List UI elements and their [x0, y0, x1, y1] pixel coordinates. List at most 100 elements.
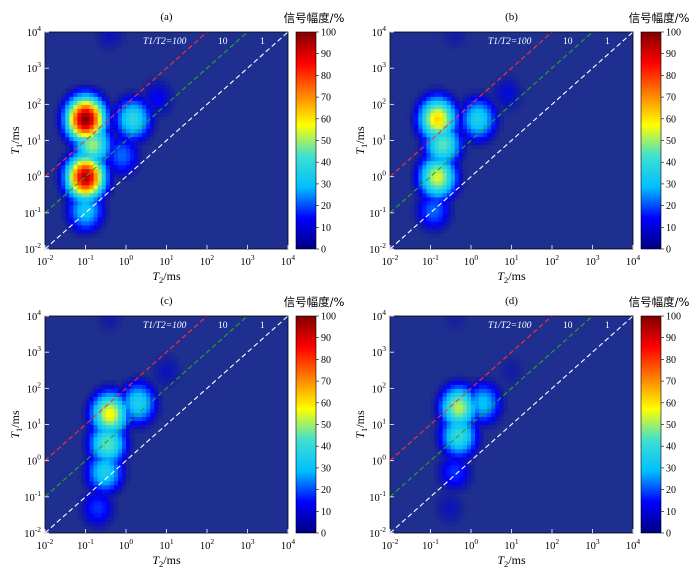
heatmap-cell — [85, 440, 91, 446]
heatmap-cell — [105, 220, 111, 226]
y-tick-label: 10-2 — [369, 525, 386, 540]
heatmap-cell — [458, 452, 464, 458]
heatmap-cell — [138, 136, 143, 142]
heatmap-cell — [507, 356, 513, 361]
heatmap-cell — [495, 128, 500, 134]
heatmap-cell — [166, 352, 172, 357]
heatmap-cell — [93, 232, 99, 238]
heatmap-cell — [81, 236, 87, 242]
heatmap-cell — [487, 96, 492, 101]
heatmap-cell — [458, 184, 464, 190]
heatmap-cell — [462, 140, 468, 146]
heatmap-cell — [450, 44, 456, 49]
ratio-label-100: T1/T2=100 — [143, 321, 187, 331]
heatmap-cell — [142, 392, 147, 397]
heatmap-cell — [117, 160, 123, 166]
heatmap-cell — [85, 484, 91, 490]
heatmap-cell — [450, 424, 456, 430]
heatmap-cell — [438, 388, 444, 393]
heatmap-cell — [410, 172, 415, 178]
heatmap-cell — [146, 132, 151, 138]
heatmap-cell — [466, 424, 472, 430]
heatmap-cell — [97, 472, 103, 478]
heatmap-cell — [109, 136, 115, 142]
heatmap-cell — [442, 376, 448, 381]
heatmap-cell — [97, 204, 103, 210]
heatmap-cell — [475, 380, 480, 385]
heatmap-cell — [479, 144, 484, 150]
heatmap-cell — [142, 148, 147, 154]
heatmap-cell — [101, 400, 107, 406]
heatmap-cell — [442, 124, 448, 130]
heatmap-cell — [81, 152, 87, 158]
heatmap-cell — [146, 400, 151, 406]
heatmap-cell — [483, 88, 488, 93]
heatmap-cell — [105, 468, 111, 474]
heatmap-cell — [162, 108, 168, 113]
heatmap-cell — [138, 116, 143, 122]
heatmap-cell — [69, 152, 74, 158]
heatmap-cell — [101, 184, 107, 190]
heatmap-cell — [117, 92, 123, 97]
heatmap-cell — [519, 372, 525, 377]
heatmap-cell — [109, 328, 115, 333]
heatmap-cell — [93, 84, 99, 89]
heatmap-cell — [73, 172, 78, 178]
heatmap-cell — [426, 224, 432, 230]
heatmap-cell — [178, 360, 184, 365]
heatmap-cell — [450, 36, 456, 41]
heatmap-cell — [138, 112, 143, 117]
heatmap-cell — [462, 448, 468, 454]
heatmap-cell — [450, 448, 456, 454]
heatmap-cell — [61, 164, 66, 170]
heatmap-cell — [475, 116, 480, 122]
heatmap-cell — [458, 384, 464, 389]
heatmap-cell — [434, 208, 440, 214]
heatmap-cell — [81, 84, 87, 89]
heatmap-cell — [495, 368, 500, 373]
heatmap-cell — [105, 324, 111, 329]
heatmap-cell — [130, 128, 135, 134]
heatmap-cell — [126, 376, 131, 381]
heatmap-cell — [57, 196, 62, 202]
heatmap-cell — [154, 96, 159, 101]
heatmap-cell — [85, 524, 91, 530]
heatmap-cell — [57, 116, 62, 122]
heatmap-cell — [93, 528, 99, 533]
heatmap-cell — [434, 148, 440, 154]
heatmap-cell — [85, 528, 91, 533]
colorbar-tick-label: 0 — [666, 529, 671, 540]
heatmap-cell — [130, 116, 135, 122]
heatmap-cell — [450, 512, 456, 518]
heatmap-cell — [150, 128, 155, 134]
heatmap-cell — [117, 128, 123, 134]
heatmap-cell — [466, 468, 472, 474]
heatmap-cell — [471, 124, 476, 130]
heatmap-cell — [174, 104, 180, 109]
heatmap-cell — [150, 116, 155, 122]
heatmap-cell — [454, 420, 460, 426]
heatmap-cell — [170, 84, 176, 89]
heatmap-cell — [101, 196, 107, 202]
heatmap-cell — [450, 104, 456, 109]
heatmap-cell — [101, 220, 107, 226]
heatmap-cell — [85, 184, 91, 190]
heatmap-cell — [69, 180, 74, 186]
heatmap-cell — [69, 196, 74, 202]
heatmap-cell — [105, 188, 111, 194]
heatmap-cell — [138, 428, 143, 434]
heatmap-cell — [101, 420, 107, 426]
heatmap-cell — [442, 224, 448, 230]
heatmap-cell — [130, 124, 135, 130]
heatmap-cell — [174, 380, 180, 385]
heatmap-cell — [146, 104, 151, 109]
heatmap-cell — [101, 224, 107, 230]
heatmap-cell — [134, 156, 139, 162]
heatmap-cell — [454, 440, 460, 446]
heatmap-cell — [69, 84, 74, 89]
heatmap-cell — [519, 100, 525, 105]
heatmap-cell — [499, 72, 504, 77]
heatmap-cell — [105, 500, 111, 506]
heatmap-cell — [93, 436, 99, 442]
colorbar-tick-label: 10 — [321, 223, 331, 234]
